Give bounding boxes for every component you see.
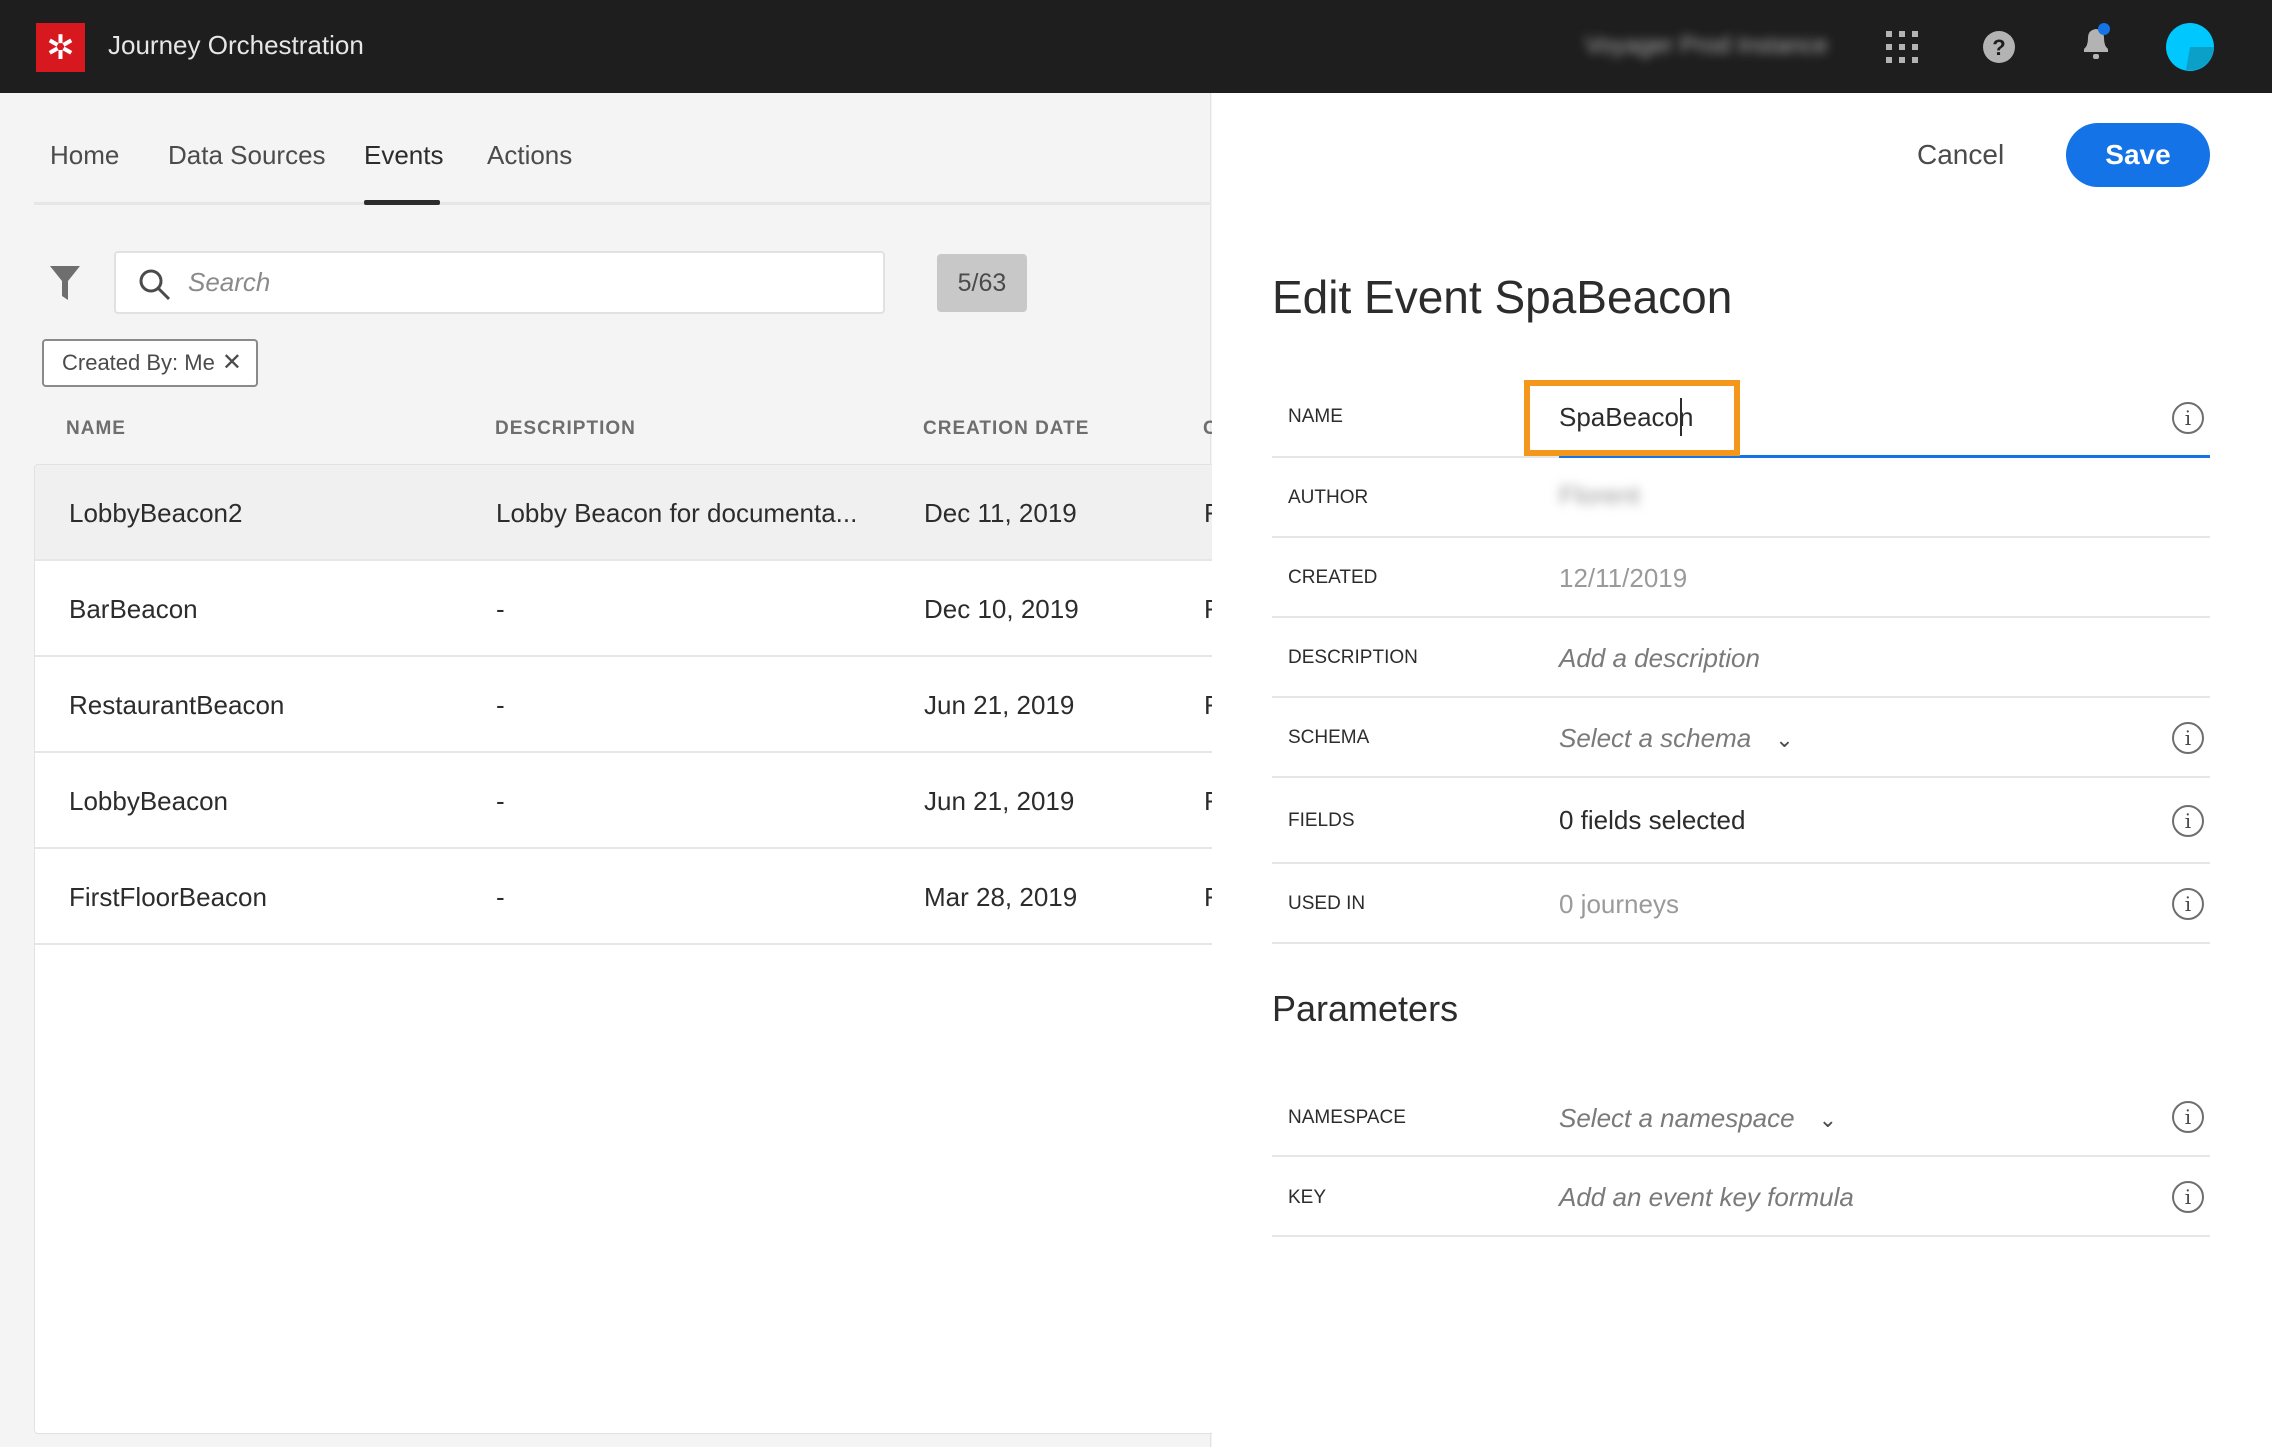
app-grid-icon[interactable] [1886, 31, 1918, 63]
cell-created-by: F [1204, 561, 1213, 657]
cell-name: FirstFloorBeacon [69, 882, 267, 912]
table-row[interactable]: LobbyBeacon - Jun 21, 2019 F [35, 753, 1213, 849]
search-icon [139, 269, 171, 301]
tab-home[interactable]: Home [50, 140, 120, 170]
table-row[interactable]: FirstFloorBeacon - Mar 28, 2019 F [35, 849, 1213, 945]
filter-chip: Created By: Me ✕ [42, 339, 258, 387]
created-value: 12/11/2019 [1559, 563, 1688, 593]
cell-date: Dec 11, 2019 [924, 498, 1077, 528]
cell-created-by: F [1204, 465, 1213, 561]
form-row-created: CREATED 12/11/2019 [1272, 538, 2210, 618]
tab-data-sources[interactable]: Data Sources [168, 140, 326, 170]
result-count-badge: 5/63 [937, 254, 1027, 312]
cancel-button[interactable]: Cancel [1917, 139, 2005, 170]
cell-name: LobbyBeacon [69, 786, 229, 816]
table-row[interactable]: RestaurantBeacon - Jun 21, 2019 F [35, 657, 1213, 753]
schema-label: SCHEMA [1288, 727, 1370, 748]
form-row-author: AUTHOR Florent [1272, 458, 2210, 538]
active-tab-indicator [364, 200, 440, 205]
cell-description: Lobby Beacon for documenta... [496, 498, 858, 528]
tab-actions[interactable]: Actions [487, 140, 573, 170]
name-input[interactable]: SpaBeacon [1559, 402, 1694, 432]
panel-title: Edit Event SpaBeacon [1272, 271, 1733, 323]
events-table: LobbyBeacon2 Lobby Beacon for documenta.… [34, 464, 1214, 1434]
form-row-name: NAME SpaBeacon i [1272, 378, 2210, 458]
table-row[interactable]: LobbyBeacon2 Lobby Beacon for documenta.… [35, 465, 1213, 561]
save-button[interactable]: Save [2066, 123, 2210, 187]
cell-date: Jun 21, 2019 [924, 690, 1075, 720]
used-in-value: 0 journeys [1559, 889, 1679, 919]
cell-date: Mar 28, 2019 [924, 882, 1078, 912]
info-icon[interactable]: i [2172, 1101, 2204, 1133]
table-row[interactable]: BarBeacon - Dec 10, 2019 F [35, 561, 1213, 657]
cell-description: - [496, 786, 505, 816]
tab-divider [34, 202, 1211, 205]
search-input[interactable]: Search [114, 251, 885, 314]
form-row-key: KEY Add an event key formula i [1272, 1157, 2210, 1237]
namespace-placeholder: Select a namespace [1559, 1103, 1795, 1133]
chevron-down-icon: ⌄ [1775, 727, 1794, 752]
cell-name: BarBeacon [69, 594, 198, 624]
name-label: NAME [1288, 406, 1343, 427]
app-title: Journey Orchestration [108, 30, 364, 60]
divider [1272, 456, 1559, 458]
cell-created-by: F [1204, 753, 1213, 849]
form-row-used-in: USED IN 0 journeys i [1272, 864, 2210, 944]
help-icon[interactable]: ? [1982, 30, 2016, 64]
used-in-label: USED IN [1288, 893, 1366, 914]
user-avatar[interactable] [2166, 23, 2214, 71]
cell-date: Jun 21, 2019 [924, 786, 1075, 816]
info-icon[interactable]: i [2172, 1181, 2204, 1213]
cell-created-by: F [1204, 849, 1213, 945]
cell-description: - [496, 594, 505, 624]
parameters-heading: Parameters [1272, 988, 1459, 1029]
edit-event-panel [1212, 93, 2272, 1447]
cell-description: - [496, 690, 505, 720]
close-icon[interactable]: ✕ [221, 349, 242, 376]
filter-chip-label: Created By: Me [62, 350, 215, 375]
column-header-description[interactable]: DESCRIPTION [495, 418, 636, 439]
filter-icon[interactable] [50, 266, 80, 300]
author-value: Florent [1559, 480, 1640, 510]
description-input[interactable]: Add a description [1559, 643, 1760, 673]
schema-placeholder: Select a schema [1559, 723, 1752, 753]
form-row-fields: FIELDS 0 fields selected i [1272, 778, 2210, 864]
form-row-schema: SCHEMA Select a schema ⌄ i [1272, 698, 2210, 778]
notification-bell-icon[interactable] [2078, 22, 2116, 62]
info-icon[interactable]: i [2172, 888, 2204, 920]
instance-name[interactable]: Voyager Prod Instance [1585, 32, 1828, 59]
tab-events[interactable]: Events [364, 140, 444, 170]
namespace-label: NAMESPACE [1288, 1107, 1406, 1128]
description-label: DESCRIPTION [1288, 647, 1418, 668]
svg-text:?: ? [1992, 35, 2005, 60]
form-row-description: DESCRIPTION Add a description [1272, 618, 2210, 698]
column-header-creation-date[interactable]: CREATION DATE [923, 418, 1090, 439]
info-icon[interactable]: i [2172, 402, 2204, 434]
input-focus-underline [1559, 455, 2210, 458]
cell-name: RestaurantBeacon [69, 690, 285, 720]
info-icon[interactable]: i [2172, 805, 2204, 837]
fields-label: FIELDS [1288, 810, 1355, 831]
highlight-box [1524, 380, 1740, 456]
cell-description: - [496, 882, 505, 912]
cell-date: Dec 10, 2019 [924, 594, 1079, 624]
key-label: KEY [1288, 1187, 1327, 1208]
form-row-namespace: NAMESPACE Select a namespace ⌄ i [1272, 1076, 2210, 1157]
schema-dropdown[interactable]: Select a schema ⌄ [1559, 723, 1794, 754]
adobe-logo-icon[interactable]: ✲ [36, 23, 85, 72]
text-cursor [1680, 398, 1682, 436]
cell-created-by: F [1204, 657, 1213, 753]
author-label: AUTHOR [1288, 487, 1369, 508]
key-input[interactable]: Add an event key formula [1559, 1182, 1854, 1212]
top-bar: ✲ Journey Orchestration Voyager Prod Ins… [0, 0, 2272, 93]
fields-value[interactable]: 0 fields selected [1559, 805, 1746, 835]
column-header-name[interactable]: NAME [66, 418, 126, 439]
namespace-dropdown[interactable]: Select a namespace ⌄ [1559, 1103, 1837, 1134]
info-icon[interactable]: i [2172, 722, 2204, 754]
cell-name: LobbyBeacon2 [69, 498, 243, 528]
created-label: CREATED [1288, 567, 1378, 588]
chevron-down-icon: ⌄ [1818, 1107, 1838, 1132]
